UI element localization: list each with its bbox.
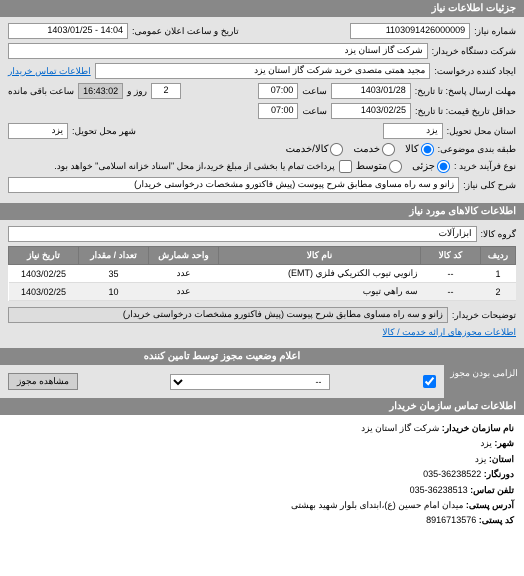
budget-kala-label: کالا	[405, 144, 419, 155]
group-field: ابزارآلات	[8, 226, 477, 242]
table-cell: عدد	[149, 265, 219, 283]
col-qty: تعداد / مقدار	[79, 247, 149, 265]
request-no-label: شماره نیاز:	[474, 26, 516, 37]
contact-address-label: آدرس پستی:	[466, 500, 514, 510]
contact-link[interactable]: اطلاعات تماس خریدار	[8, 66, 91, 77]
main-header: جزئیات اطلاعات نیاز	[0, 0, 524, 17]
days-label: روز و	[127, 86, 147, 97]
budget-label: طبقه بندی موضوعی:	[438, 144, 516, 155]
contact-city: یزد	[480, 438, 491, 448]
deadline-acc-date: 1403/02/25	[331, 103, 411, 119]
table-cell: --	[421, 265, 481, 283]
contact-postal-label: کد پستی:	[479, 515, 514, 525]
contact-city-label: شهر:	[494, 438, 514, 448]
table-cell: 10	[79, 283, 149, 301]
permit-select[interactable]: --	[170, 374, 330, 390]
table-cell: 35	[79, 265, 149, 283]
contact-header: اطلاعات تماس سازمان خریدار	[0, 398, 524, 415]
col-date: تاریخ نیاز	[9, 247, 79, 265]
budget-radio-group: کالا خدمت کالا/خدمت	[286, 143, 434, 156]
contact-province-label: استان:	[489, 454, 514, 464]
contact-org-label: نام سازمان خریدار:	[442, 423, 514, 433]
deadline-send-label: مهلت ارسال پاسخ: تا تاریخ:	[415, 86, 516, 97]
contract-opt1-radio[interactable]: جزئی	[412, 160, 450, 173]
view-permit-button[interactable]: مشاهده مجوز	[8, 373, 78, 390]
main-form: شماره نیاز: 1103091426000009 تاریخ و ساع…	[0, 17, 524, 203]
contact-info: نام سازمان خریدار: شرکت گاز استان یزد شه…	[0, 415, 524, 535]
announce-label: تاریخ و ساعت اعلان عمومی:	[132, 26, 239, 37]
contact-fax: 36238522-035	[423, 469, 481, 479]
announce-field: 14:04 - 1403/01/25	[8, 23, 128, 39]
permit-req-label: الزامی بودن مجوز	[444, 348, 524, 398]
request-no-field: 1103091426000009	[350, 23, 470, 39]
col-name: نام کالا	[219, 247, 421, 265]
table-cell: 1403/02/25	[9, 265, 79, 283]
radio-opt2[interactable]	[389, 160, 402, 173]
table-cell: زانويي تيوب الكتريكي فلزي (EMT)	[219, 265, 421, 283]
table-cell: سه راهي تيوب	[219, 283, 421, 301]
budget-kalakhad-label: کالا/خدمت	[286, 144, 329, 155]
table-row: 2--سه راهي تيوبعدد101403/02/25	[9, 283, 516, 301]
contract-checkbox[interactable]	[339, 160, 352, 173]
delivery-label: استان محل تحویل:	[447, 126, 516, 137]
radio-kalakhad[interactable]	[330, 143, 343, 156]
table-row: 1--زانويي تيوب الكتريكي فلزي (EMT)عدد351…	[9, 265, 516, 283]
delivery-field: یزد	[383, 123, 443, 139]
contact-phone: 36238513-035	[410, 485, 468, 495]
budget-khadamat-radio[interactable]: خدمت	[353, 143, 395, 156]
radio-kala[interactable]	[421, 143, 434, 156]
table-cell: --	[421, 283, 481, 301]
contract-radio-group: جزئی متوسط	[356, 160, 450, 173]
contact-fax-label: دورنگار:	[484, 469, 514, 479]
desc-field: زانو و سه راه مساوی مطابق شرح پیوست (پیش…	[8, 177, 459, 193]
contact-phone-label: تلفن تماس:	[470, 485, 514, 495]
radio-opt1[interactable]	[437, 160, 450, 173]
budget-khadamat-label: خدمت	[353, 144, 380, 155]
remain-label: ساعت باقی مانده	[8, 86, 74, 97]
contract-opt2-label: متوسط	[356, 161, 387, 172]
contract-label: نوع فرآیند خرید :	[454, 161, 516, 172]
contract-opt2-radio[interactable]: متوسط	[356, 160, 402, 173]
contact-org: شرکت گاز استان یزد	[361, 423, 439, 433]
col-row: ردیف	[481, 247, 516, 265]
table-cell: 1	[481, 265, 516, 283]
col-unit: واحد شمارش	[149, 247, 219, 265]
contract-opt1-label: جزئی	[412, 161, 435, 172]
table-cell: 2	[481, 283, 516, 301]
budget-kala-radio[interactable]: کالا	[405, 143, 434, 156]
goods-header: اطلاعات کالاهای مورد نیاز	[0, 203, 524, 220]
table-cell: عدد	[149, 283, 219, 301]
time-val-2: 07:00	[258, 103, 298, 119]
service-link[interactable]: اطلاعات مجوزهای ارائه خدمت / کالا	[382, 327, 516, 338]
city-label: شهر محل تحویل:	[72, 126, 136, 137]
deadline-acc-label: حداقل تاریخ قیمت: تا تاریخ:	[415, 106, 516, 117]
time-label-1: ساعت	[302, 86, 327, 97]
remain-time: 16:43:02	[78, 83, 123, 99]
radio-khadamat[interactable]	[382, 143, 395, 156]
permit-header: اعلام وضعیت مجوز توسط تامین کننده	[0, 348, 444, 365]
creator-field: مجید همتی متصدی خرید شرکت گاز استان یزد	[95, 63, 431, 79]
budget-kalakhad-radio[interactable]: کالا/خدمت	[286, 143, 344, 156]
col-code: کد کالا	[421, 247, 481, 265]
desc-label: شرح کلی نیاز:	[463, 180, 516, 191]
group-label: گروه کالا:	[481, 229, 516, 240]
buyer-org-label: شرکت دستگاه خریدار:	[432, 46, 516, 57]
goods-form: گروه کالا: ابزارآلات ردیف کد کالا نام کا…	[0, 220, 524, 348]
time-val-1: 07:00	[258, 83, 298, 99]
contact-postal: 8916713576	[426, 515, 476, 525]
buyer-notes-field: زانو و سه راه مساوی مطابق شرح پیوست (پیش…	[8, 307, 448, 323]
time-label-2: ساعت	[302, 106, 327, 117]
contact-province: یزد	[475, 454, 486, 464]
table-cell: 1403/02/25	[9, 283, 79, 301]
buyer-notes-label: توضیحات خریدار:	[452, 310, 516, 321]
days-val: 2	[151, 83, 181, 99]
buyer-org-field: شرکت گاز استان یزد	[8, 43, 428, 59]
creator-label: ایجاد کننده درخواست:	[434, 66, 516, 77]
deadline-send-date: 1403/01/28	[331, 83, 411, 99]
contact-address: میدان امام حسین (ع)،ابتدای بلوار شهید به…	[291, 500, 463, 510]
permit-checkbox[interactable]	[423, 375, 436, 388]
city-field: یزد	[8, 123, 68, 139]
contract-desc: پرداخت تمام یا بخشی از مبلغ خرید،از محل …	[54, 161, 334, 172]
goods-table: ردیف کد کالا نام کالا واحد شمارش تعداد /…	[8, 246, 516, 301]
